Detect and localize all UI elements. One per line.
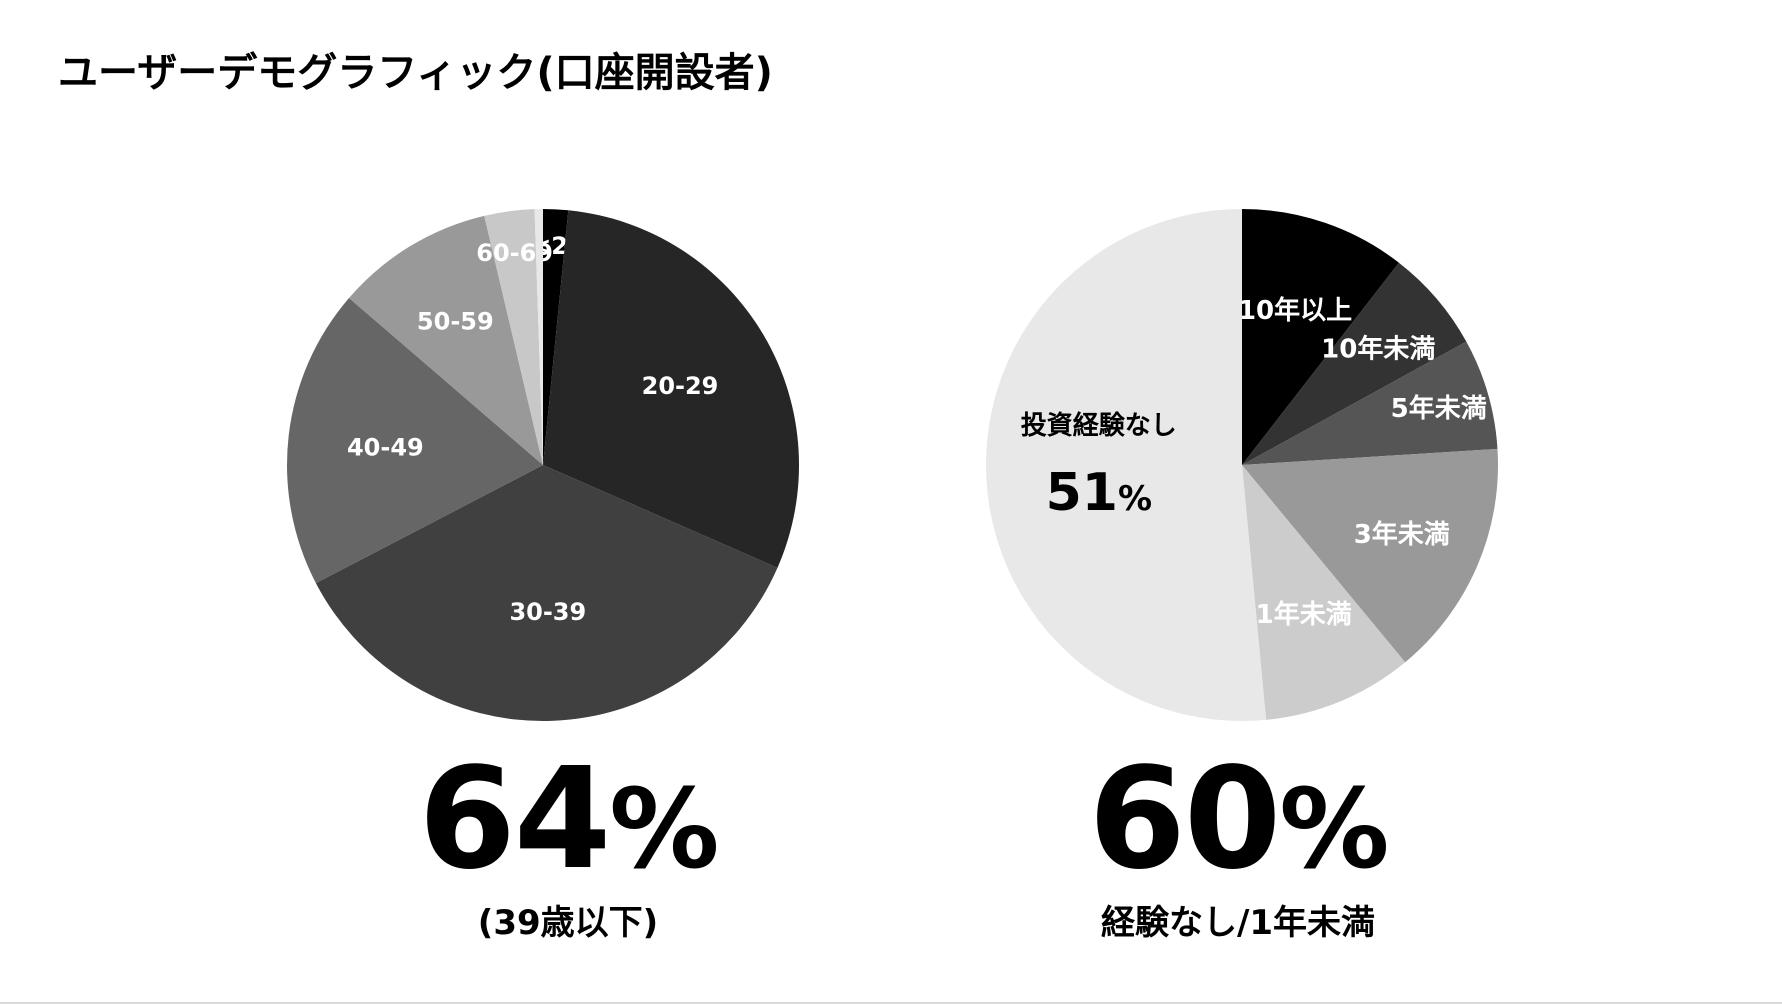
age-stat-unit: % [609,765,719,893]
age-slice-label-2: 30-39 [509,598,586,626]
age-slice-5 [484,209,543,465]
experience-slice-label-4: 1年未満 [1256,599,1352,630]
experience-slice-3 [1242,448,1498,663]
age-slice-4 [349,215,543,465]
age-stat-number: 64 [418,738,611,901]
experience-slice-label-2: 5年未満 [1391,393,1487,424]
age-stat-value: 64% [318,750,818,899]
age-slice-1 [543,210,800,568]
experience-stat-caption: 経験なし/1年未満 [1100,903,1376,943]
experience-slice-2 [1242,341,1498,465]
experience-slice-5 [986,209,1267,721]
page-title: ユーザーデモグラフィック(口座開設者) [58,50,773,96]
experience-annotation-percent: 51% [1046,463,1152,523]
age-slice-6 [534,209,543,465]
experience-slice-1 [1242,262,1467,465]
age-slice-label-3: 40-49 [347,434,424,462]
bottom-divider [0,1002,1782,1004]
experience-slice-label-5: 投資経験なし [1021,410,1177,441]
age-stat-caption: (39歳以下) [477,903,659,943]
age-slice-label-4: 50-59 [417,308,494,336]
experience-annotation-unit: % [1118,479,1152,519]
age-slice-0 [543,209,569,465]
experience-annotation-value: 51 [1046,463,1118,523]
experience-stat-value: 60% [988,750,1488,899]
experience-slice-4 [1242,465,1406,720]
experience-stat-unit: % [1279,765,1389,893]
experience-slice-label-1: 10年未満 [1321,334,1435,365]
age-slice-3 [287,297,543,584]
experience-slice-label-0: 10年以上 [1238,295,1352,326]
age-slice-label-1: 20-29 [642,372,719,400]
experience-pie-chart: 10年以上 10年未満 5年未満 3年未満 1年未満 投資経験なし 51% [986,209,1498,721]
experience-slice-label-3: 3年未満 [1354,519,1450,550]
experience-slice-0 [1242,209,1399,465]
age-slice-2 [315,465,778,721]
experience-stat-number: 60 [1088,738,1281,901]
